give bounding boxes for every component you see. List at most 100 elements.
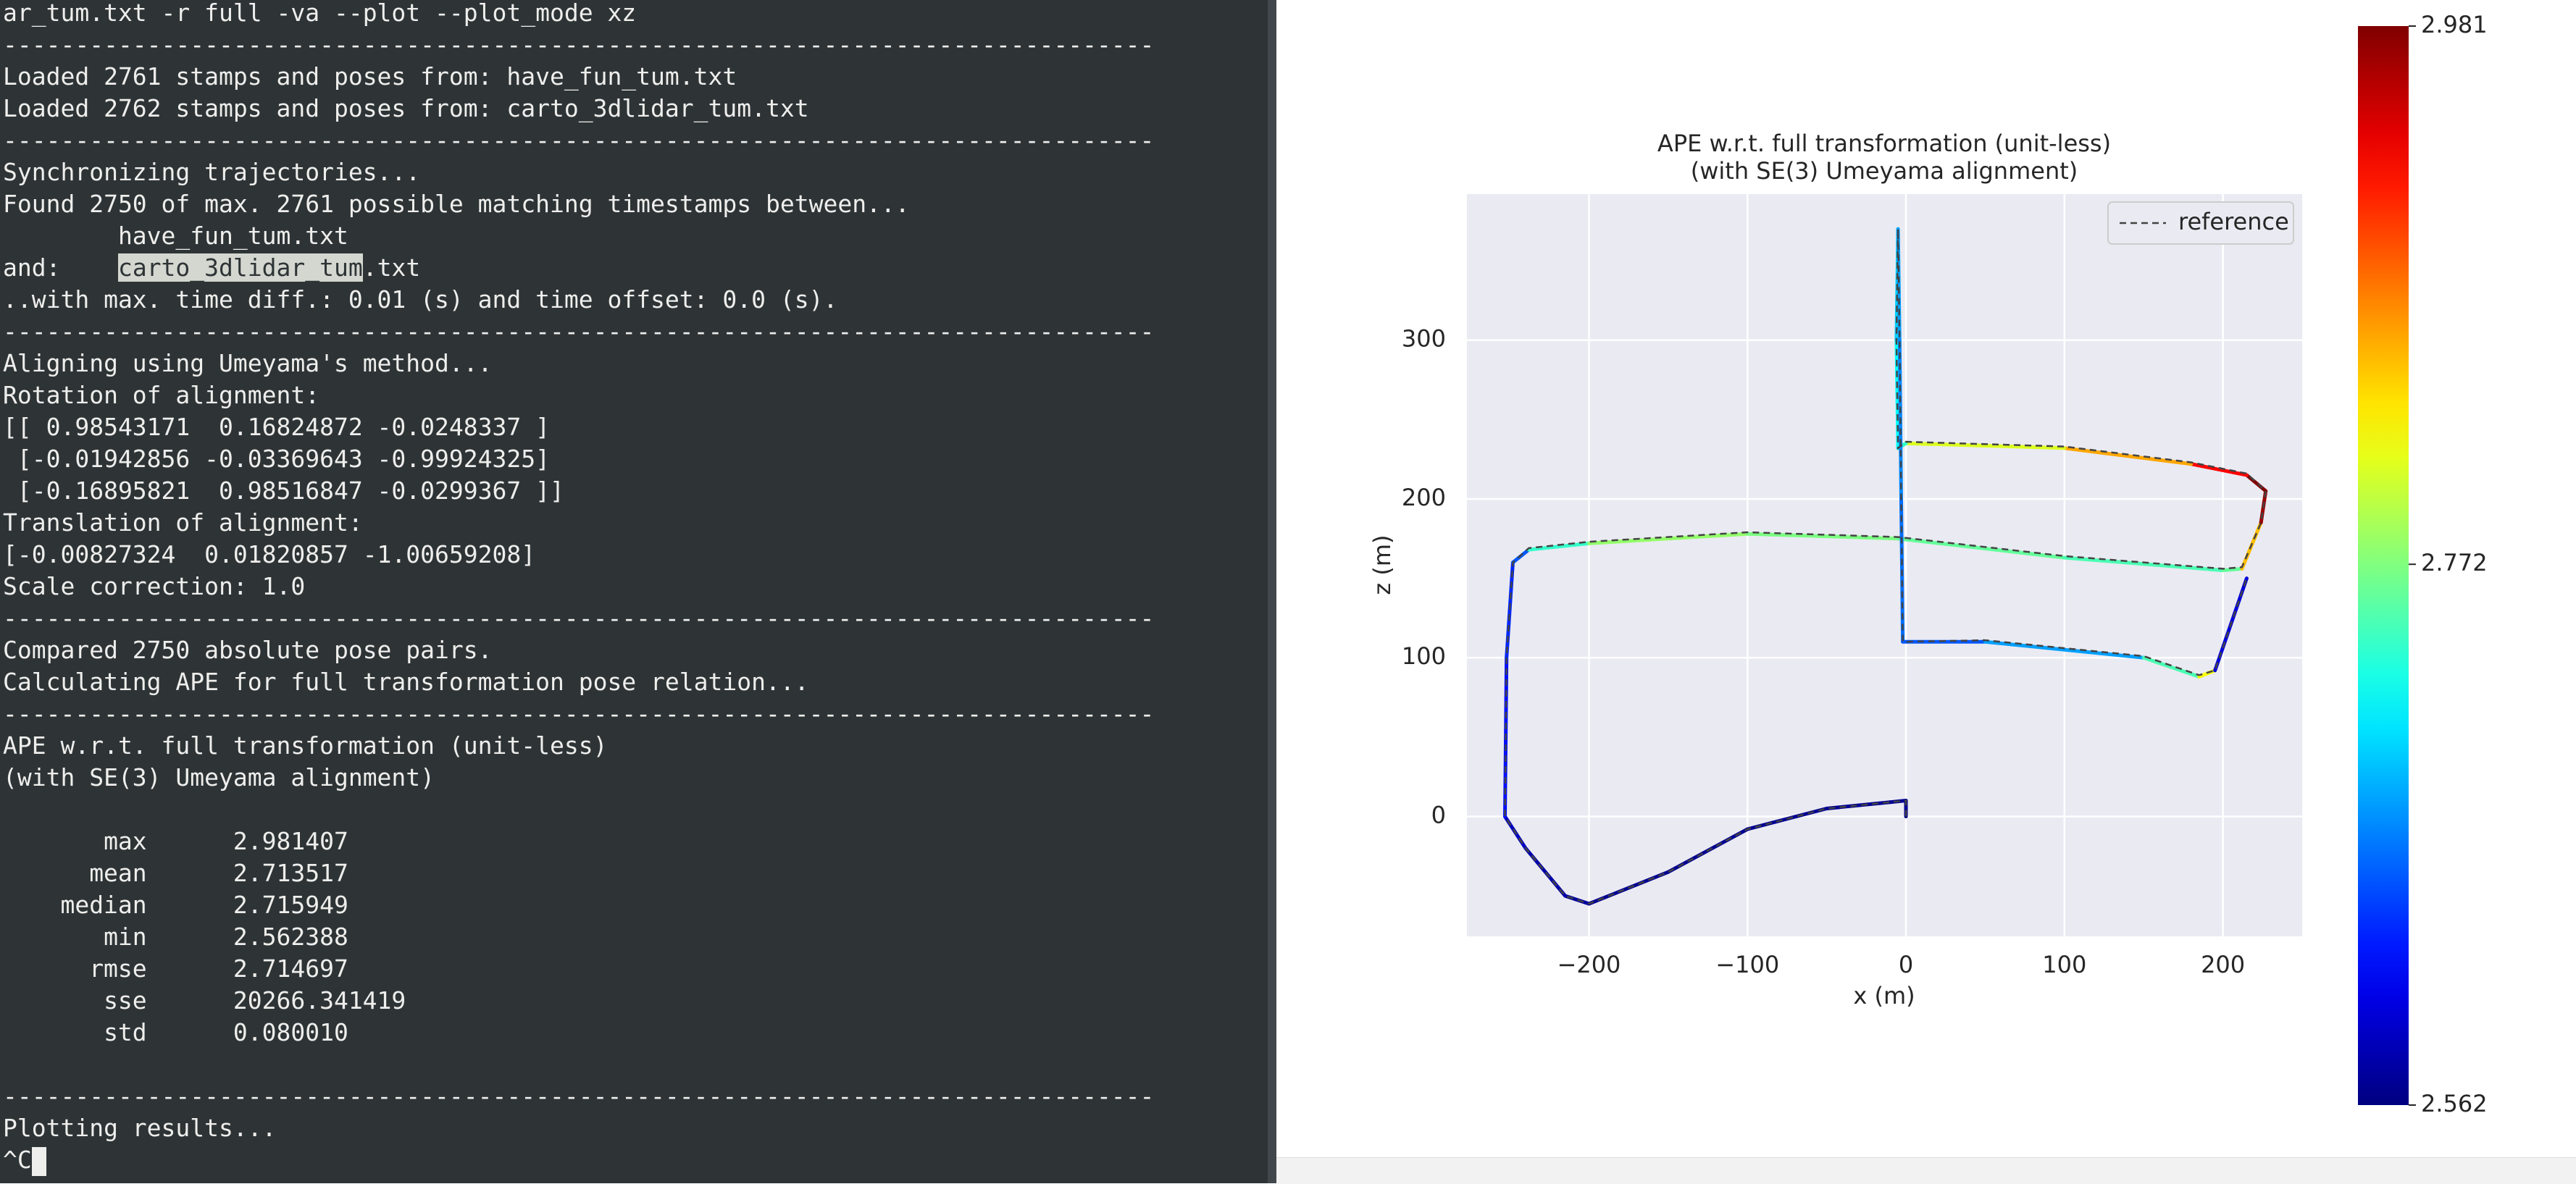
terminal-line: have_fun_tum.txt bbox=[3, 220, 348, 252]
terminal-line: [-0.16895821 0.98516847 -0.0299367 ]] bbox=[3, 475, 564, 507]
trajectory-segment bbox=[1896, 537, 2067, 560]
stat-value: 2.715949 bbox=[233, 891, 348, 919]
line-text: Calculating APE for full transformation … bbox=[3, 668, 809, 696]
stat-value: 0.080010 bbox=[233, 1018, 348, 1046]
trajectory-segment bbox=[1526, 541, 1591, 552]
terminal-line: ..with max. time diff.: 0.01 (s) and tim… bbox=[3, 284, 837, 316]
line-text: ----------------------------------------… bbox=[3, 604, 1155, 632]
colorbar-tick-label: 2.981 bbox=[2421, 11, 2488, 38]
selected-text: carto_3dlidar_tum bbox=[117, 253, 363, 282]
trajectory-segment bbox=[2141, 655, 2201, 679]
toolbar bbox=[1276, 1157, 2576, 1184]
y-axis-label: z (m) bbox=[1368, 534, 1396, 595]
line-text: Found 2750 of max. 2761 possible matchin… bbox=[3, 190, 910, 218]
line-text: ----------------------------------------… bbox=[3, 317, 1155, 345]
terminal-line: median 2.715949 bbox=[3, 889, 348, 921]
terminal-line: Scale correction: 1.0 bbox=[3, 571, 305, 603]
line-text: [-0.01942856 -0.03369643 -0.99924325] bbox=[3, 445, 550, 473]
line-text: ar_tum.txt -r full -va --plot --plot_mod… bbox=[3, 0, 637, 27]
cursor bbox=[31, 1146, 46, 1176]
line-text: ----------------------------------------… bbox=[3, 1082, 1155, 1110]
terminal-line: ^C bbox=[3, 1144, 46, 1176]
legend-box bbox=[2107, 201, 2294, 245]
trajectory-segment bbox=[1983, 639, 2146, 660]
line-text: Translation of alignment: bbox=[3, 508, 363, 537]
terminal-line: ----------------------------------------… bbox=[3, 316, 1154, 348]
stat-name: mean bbox=[89, 859, 147, 887]
line-text: have_fun_tum.txt bbox=[3, 222, 348, 250]
line-text: and: bbox=[3, 253, 118, 282]
terminal-line: Aligning using Umeyama's method... bbox=[3, 348, 493, 379]
x-tick-label: −100 bbox=[1715, 951, 1779, 978]
colorbar-tick-label: 2.772 bbox=[2421, 549, 2488, 576]
stat-value: 2.713517 bbox=[233, 859, 348, 887]
line-text: Synchronizing trajectories... bbox=[3, 158, 421, 186]
terminal-line: rmse 2.714697 bbox=[3, 953, 348, 985]
terminal-line: std 0.080010 bbox=[3, 1017, 348, 1049]
trajectory-segment bbox=[1586, 532, 1749, 545]
chart-subtitle: (with SE(3) Umeyama alignment) bbox=[1691, 157, 2078, 185]
terminal-line: ----------------------------------------… bbox=[3, 603, 1154, 634]
trajectory-segment bbox=[2189, 462, 2249, 477]
terminal-line: Compared 2750 absolute pose pairs. bbox=[3, 634, 493, 666]
line-text: Loaded 2762 stamps and poses from: carto… bbox=[3, 94, 809, 122]
line-text: Rotation of alignment: bbox=[3, 381, 320, 409]
stat-name: std bbox=[104, 1018, 147, 1046]
stat-value: 2.981407 bbox=[233, 827, 348, 855]
line-text: [-0.00827324 0.01820857 -1.00659208] bbox=[3, 540, 536, 568]
terminal-line: sse 20266.341419 bbox=[3, 985, 406, 1017]
terminal-line: mean 2.713517 bbox=[3, 857, 348, 889]
x-tick-label: 200 bbox=[2201, 951, 2245, 978]
terminal-line: ----------------------------------------… bbox=[3, 125, 1154, 156]
line-text: ^C bbox=[3, 1146, 32, 1174]
y-tick-label: 100 bbox=[1402, 642, 1446, 670]
trajectory-segment bbox=[2062, 446, 2194, 466]
stat-value: 2.714697 bbox=[233, 954, 348, 983]
line-text: .txt bbox=[362, 253, 421, 282]
terminal-line: ----------------------------------------… bbox=[3, 698, 1154, 730]
terminal-line: Loaded 2761 stamps and poses from: have_… bbox=[3, 61, 737, 93]
stat-value: 2.562388 bbox=[233, 923, 348, 951]
stat-name: median bbox=[60, 891, 147, 919]
line-text: ----------------------------------------… bbox=[3, 30, 1155, 59]
trajectory-segment bbox=[1825, 800, 1892, 811]
terminal-line: [-0.01942856 -0.03369643 -0.99924325] bbox=[3, 443, 550, 475]
legend-label: reference bbox=[2178, 208, 2289, 235]
line-text: [[ 0.98543171 0.16824872 -0.0248337 ] bbox=[3, 413, 550, 441]
trajectory-segment bbox=[2221, 566, 2244, 573]
line-text: Compared 2750 absolute pose pairs. bbox=[3, 636, 493, 664]
terminal-line: max 2.981407 bbox=[3, 826, 348, 857]
trajectory-segment bbox=[2244, 473, 2268, 493]
line-text: APE w.r.t. full transformation (unit-les… bbox=[3, 731, 608, 760]
terminal-line: [-0.00827324 0.01820857 -1.00659208] bbox=[3, 539, 535, 571]
trajectory-segment bbox=[2062, 555, 2225, 573]
terminal-line: ----------------------------------------… bbox=[3, 1080, 1154, 1112]
line-text: Scale correction: 1.0 bbox=[3, 572, 306, 600]
terminal-line: (with SE(3) Umeyama alignment) bbox=[3, 762, 435, 794]
y-tick-label: 300 bbox=[1402, 325, 1446, 353]
terminal-line: Found 2750 of max. 2761 possible matchin… bbox=[3, 188, 910, 220]
reference-line bbox=[1504, 229, 2267, 905]
divider bbox=[1268, 0, 1276, 1183]
terminal-line: Calculating APE for full transformation … bbox=[3, 666, 809, 698]
y-tick-label: 0 bbox=[1431, 801, 1446, 828]
terminal-line: [[ 0.98543171 0.16824872 -0.0248337 ] bbox=[3, 411, 550, 443]
x-tick-label: 100 bbox=[2042, 951, 2086, 978]
line-text: Aligning using Umeyama's method... bbox=[3, 349, 493, 377]
stat-name: sse bbox=[104, 986, 147, 1015]
colorbar bbox=[2358, 26, 2409, 1105]
line-text: [-0.16895821 0.98516847 -0.0299367 ]] bbox=[3, 476, 564, 505]
trajectory-segment bbox=[1904, 441, 2067, 450]
y-tick-label: 200 bbox=[1402, 484, 1446, 511]
stat-value: 20266.341419 bbox=[233, 986, 406, 1015]
stat-name: min bbox=[104, 923, 147, 951]
line-text: (with SE(3) Umeyama alignment) bbox=[3, 763, 435, 792]
chart-title: APE w.r.t. full transformation (unit-les… bbox=[1657, 130, 2111, 157]
colorbar-tick-label: 2.562 bbox=[2421, 1090, 2488, 1117]
line-text: Loaded 2761 stamps and poses from: have_… bbox=[3, 62, 737, 91]
terminal-line: APE w.r.t. full transformation (unit-les… bbox=[3, 730, 607, 762]
terminal-line: ar_tum.txt -r full -va --plot --plot_mod… bbox=[3, 0, 636, 29]
line-text: ----------------------------------------… bbox=[3, 700, 1155, 728]
terminal-line: Plotting results... bbox=[3, 1112, 277, 1144]
